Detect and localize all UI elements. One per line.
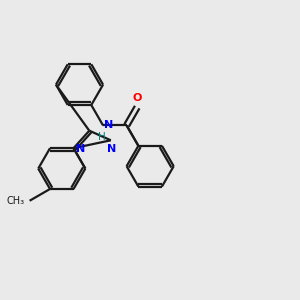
Text: N: N xyxy=(107,144,116,154)
Text: O: O xyxy=(133,93,142,103)
Text: N: N xyxy=(76,144,85,154)
Text: N: N xyxy=(104,120,113,130)
Text: H: H xyxy=(98,132,106,142)
Text: CH₃: CH₃ xyxy=(7,196,25,206)
